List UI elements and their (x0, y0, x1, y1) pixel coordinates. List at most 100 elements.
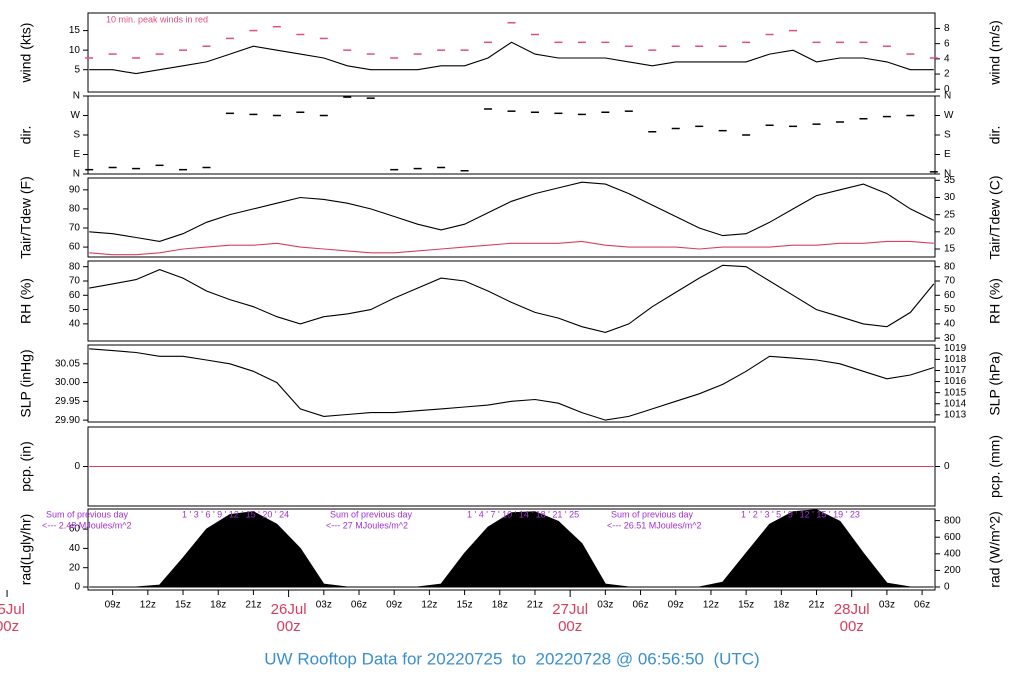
x-tick-label: 12z (140, 600, 156, 611)
y2-tick-label: 15 (944, 244, 956, 255)
y2-tick-label: 30 (944, 192, 956, 203)
y-axis-label: pcp. (in) (18, 441, 34, 492)
series-line (89, 181, 935, 242)
y-tick-label: 70 (69, 223, 81, 234)
y2-tick-label: 25 (944, 209, 956, 220)
y2-tick-label: 400 (944, 548, 961, 559)
y2-axis-label: wind (m/s) (987, 20, 1003, 86)
y2-axis-label: Tair/Tdew (C) (987, 175, 1003, 259)
y2-tick-label: 1013 (944, 409, 967, 420)
y-tick-label: 0 (74, 461, 80, 472)
y-tick-label: 29.90 (55, 415, 80, 426)
y2-tick-label: 60 (944, 290, 956, 301)
y-axis-label: rad(Lgly/hr) (18, 514, 34, 586)
y2-tick-label: 80 (944, 261, 956, 272)
panel-frame (87, 177, 936, 258)
y2-axis-label: pcp. (mm) (987, 435, 1003, 498)
y-axis-label: Tair/Tdew (F) (18, 176, 34, 258)
y2-tick-label: 8 (944, 23, 950, 34)
x-tick-label: 12z (421, 600, 437, 611)
series-line (89, 264, 935, 333)
y2-tick-label: 2 (944, 69, 950, 80)
y2-tick-label: N (944, 169, 951, 180)
panel-frame (87, 508, 936, 591)
y2-tick-label: 600 (944, 532, 961, 543)
x-tick-label: 06z (632, 600, 648, 611)
x-day-time: 00z (840, 618, 864, 635)
y2-tick-label: 70 (944, 276, 956, 287)
x-tick-label: 09z (668, 600, 684, 611)
x-tick-label: 18z (773, 600, 789, 611)
y2-axis-label: rad (W/m^2) (987, 511, 1003, 588)
note-hours: 1 ' 4 ' 7 ' 10 ' 14 ' 18 ' 21 ' 25 (467, 509, 579, 519)
x-tick-label: 03z (597, 600, 613, 611)
note-text: <--- 2.48 MJoules/m^2 (42, 520, 132, 530)
y-tick-label: 70 (69, 276, 81, 287)
x-tick-label: 12z (703, 600, 719, 611)
x-day-time: 00z (277, 618, 301, 635)
y2-axis-label: RH (%) (987, 278, 1003, 324)
y2-tick-label: 1018 (944, 354, 967, 365)
y-axis-label: RH (%) (18, 278, 34, 324)
y2-tick-label: S (944, 130, 951, 141)
x-day-label: 27Jul (552, 601, 588, 618)
y2-tick-label: 40 (944, 318, 956, 329)
y-tick-label: 10 (69, 45, 81, 56)
x-tick-label: 18z (210, 600, 226, 611)
y2-tick-label: 1015 (944, 387, 967, 398)
y2-tick-label: 1014 (944, 398, 967, 409)
y2-tick-label: 800 (944, 515, 961, 526)
x-tick-label: 09z (105, 600, 121, 611)
y2-tick-label: 6 (944, 38, 950, 49)
y-tick-label: 15 (69, 25, 81, 36)
y-tick-label: 20 (69, 562, 81, 573)
x-tick-label: 03z (879, 600, 895, 611)
y2-axis-label: dir. (987, 126, 1003, 145)
annotation: 10 min. peak winds in red (106, 14, 208, 24)
panel-frame (87, 344, 936, 423)
x-tick-label: 21z (808, 600, 824, 611)
y2-tick-label: 200 (944, 565, 961, 576)
x-tick-label: 21z (245, 600, 261, 611)
x-tick-label: 09z (386, 600, 402, 611)
note-text: Sum of previous day (611, 509, 694, 519)
x-tick-label: 06z (351, 600, 367, 611)
y2-tick-label: 20 (944, 226, 956, 237)
x-tick-label: 15z (457, 600, 473, 611)
y2-axis-label: SLP (hPa) (987, 351, 1003, 415)
y-tick-label: 30.00 (55, 377, 80, 388)
note-hours: 1 ' 3 ' 6 ' 9 ' 12 ' 15 ' 20 ' 24 (182, 509, 289, 519)
y-tick-label: 5 (74, 64, 80, 75)
y-tick-label: 30.05 (55, 358, 80, 369)
x-tick-label: 06z (914, 600, 930, 611)
x-day-label: 26Jul (271, 601, 307, 618)
y2-tick-label: 4 (944, 53, 950, 64)
panel-frame (87, 260, 936, 342)
x-tick-label: 21z (527, 600, 543, 611)
y-tick-label: 29.95 (55, 396, 80, 407)
y-axis-label: dir. (18, 126, 34, 145)
y-axis-label: wind (kts) (18, 23, 34, 84)
y-tick-label: 50 (69, 304, 81, 315)
y2-tick-label: 0 (944, 582, 950, 593)
series-line (89, 348, 934, 421)
y-tick-label: N (73, 169, 80, 180)
y2-tick-label: 0 (944, 84, 950, 95)
y2-tick-label: 0 (944, 461, 950, 472)
y-tick-label: 40 (69, 543, 81, 554)
y-tick-label: 60 (69, 242, 81, 253)
series-area (89, 509, 934, 588)
y2-tick-label: N (944, 91, 951, 102)
series-line (89, 41, 934, 75)
y2-tick-label: E (944, 149, 951, 160)
x-tick-label: 15z (738, 600, 754, 611)
x-day-label: 28Jul (834, 601, 870, 618)
x-tick-label: 03z (316, 600, 332, 611)
note-hours: 1 ' 2 ' 3 ' 5 ' 9 ' 12 ' 15 ' 19 ' 23 (741, 509, 860, 519)
y-tick-label: 80 (69, 204, 81, 215)
y-tick-label: 60 (69, 524, 81, 535)
note-text: <--- 27 MJoules/m^2 (326, 520, 408, 530)
y-tick-label: E (73, 149, 80, 160)
page-title: UW Rooftop Data for 20220725 to 20220728… (264, 649, 759, 668)
